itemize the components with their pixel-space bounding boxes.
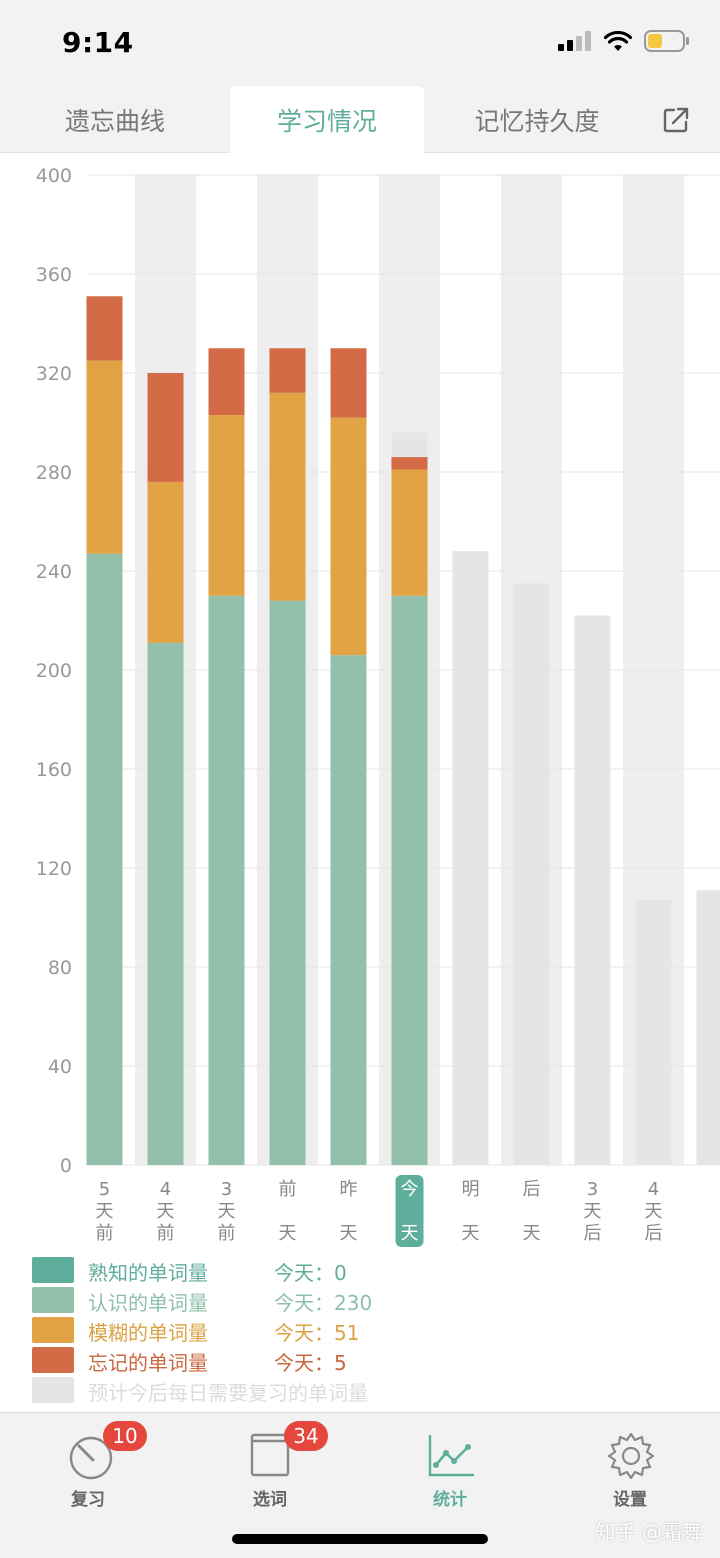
x-tick-label: 前天 (279, 1179, 297, 1244)
gear-icon (607, 1432, 655, 1480)
x-tick-label: 后天 (523, 1179, 541, 1244)
forecast-bar-partial (696, 890, 720, 1165)
x-tick-label: 明天 (462, 1179, 480, 1244)
y-tick-label: 120 (36, 858, 72, 880)
bar-segment (208, 415, 245, 596)
legend-today-value: 今天：230 (274, 1291, 373, 1315)
legend-swatch (32, 1347, 74, 1373)
bar-segment (147, 373, 184, 482)
tab-study-status[interactable]: 学习情况 (230, 86, 424, 154)
y-tick-label: 80 (48, 957, 72, 979)
nav-select-words[interactable]: 34 选词 (210, 1421, 330, 1511)
bar-segment (330, 417, 367, 656)
battery-icon (644, 30, 689, 52)
bar-segment (330, 655, 367, 1165)
x-tick-label: 昨天 (340, 1179, 358, 1244)
legend-label: 预计今后每日需要复习的单词量 (88, 1381, 368, 1405)
stats-chart-icon (428, 1435, 474, 1477)
tab-memory-durability[interactable]: 记忆持久度 (474, 106, 600, 136)
y-tick-label: 240 (36, 561, 72, 583)
bar-segment (269, 348, 306, 393)
bar-segment (147, 481, 184, 643)
watermark: 知乎 @霜舞 (595, 1520, 702, 1544)
legend-item-known: 认识的单词量 今天：230 (32, 1286, 692, 1315)
y-tick-label: 200 (36, 660, 72, 682)
study-status-chart: 0 40 80 120 160 200 240 280 320 360 400 5 天前 4 天前 3 天前 前天… (36, 165, 720, 1247)
home-indicator (232, 1534, 488, 1544)
review-gauge-icon (69, 1436, 113, 1480)
forecast-bar (574, 615, 611, 1165)
legend-item-mastered: 熟知的单词量 今天：0 (32, 1256, 692, 1285)
y-tick-label: 0 (60, 1155, 72, 1177)
legend-item-forecast: 预计今后每日需要复习的单词量 (32, 1376, 692, 1405)
y-tick-label: 40 (48, 1056, 72, 1078)
wifi-icon (604, 30, 632, 51)
legend-today-value: 今天：51 (274, 1321, 360, 1345)
nav-settings[interactable]: 设置 (570, 1421, 690, 1511)
bar-segment (208, 595, 245, 1165)
y-tick-label: 400 (36, 165, 72, 187)
legend-item-forgotten: 忘记的单词量 今天：5 (32, 1346, 692, 1375)
y-tick-label: 280 (36, 462, 72, 484)
legend-swatch (32, 1317, 74, 1343)
bottom-nav: 10 复习 34 选词 统计 设置 (0, 1412, 720, 1558)
x-tick-label: 5 天前 (96, 1179, 114, 1244)
legend-swatch (32, 1377, 74, 1403)
cellular-signal-icon (558, 31, 591, 51)
nav-settings-label: 设置 (613, 1490, 647, 1510)
forecast-bar (513, 583, 550, 1165)
bar-segment (147, 642, 184, 1165)
bar-segment (86, 360, 123, 554)
legend-label: 熟知的单词量 (88, 1261, 208, 1285)
y-tick-label: 160 (36, 759, 72, 781)
x-tick-label: 3 天前 (218, 1179, 236, 1244)
x-tick-label: 4 天前 (157, 1179, 175, 1244)
bar-segment (391, 595, 428, 1165)
legend-swatch (32, 1287, 74, 1313)
x-tick-label: 4 天后 (645, 1179, 663, 1244)
bar-segment (391, 457, 428, 470)
x-tick-label: 今天 (401, 1179, 419, 1244)
forecast-bar (635, 900, 672, 1165)
y-tick-label: 320 (36, 363, 72, 385)
y-tick-label: 360 (36, 264, 72, 286)
bar-segment (391, 469, 428, 596)
tab-forgetting-curve[interactable]: 遗忘曲线 (64, 106, 165, 136)
review-badge: 10 (103, 1421, 147, 1451)
status-bar: 9:14 (0, 0, 720, 86)
status-time: 9:14 (62, 26, 134, 59)
bar-segment (208, 348, 245, 416)
bar-segment (330, 348, 367, 418)
tab-bar: 遗忘曲线 学习情况 记忆持久度 (0, 86, 720, 154)
forecast-bar (452, 551, 489, 1165)
select-words-badge: 34 (284, 1421, 328, 1451)
bar-segment (86, 296, 123, 361)
nav-review-label: 复习 (71, 1490, 105, 1510)
nav-stats-label: 统计 (433, 1490, 467, 1510)
x-tick-label: 3 天后 (584, 1179, 602, 1244)
bar-segment (269, 392, 306, 601)
nav-review[interactable]: 10 复习 (28, 1421, 148, 1511)
bar-segment (269, 600, 306, 1165)
nav-select-words-label: 选词 (253, 1490, 287, 1510)
legend-label: 认识的单词量 (88, 1291, 208, 1315)
today-highlight (395, 1175, 424, 1247)
nav-stats[interactable]: 统计 (390, 1421, 510, 1511)
bar-segment (86, 553, 123, 1165)
legend-swatch (32, 1257, 74, 1283)
legend-today-value: 今天：0 (274, 1261, 347, 1285)
legend-today-value: 今天：5 (274, 1351, 347, 1375)
legend-label: 忘记的单词量 (88, 1351, 208, 1375)
legend-item-fuzzy: 模糊的单词量 今天：51 (32, 1316, 692, 1345)
share-icon[interactable] (660, 104, 692, 136)
word-book-icon (250, 1433, 290, 1477)
legend-label: 模糊的单词量 (88, 1321, 208, 1345)
status-icons (558, 30, 690, 52)
